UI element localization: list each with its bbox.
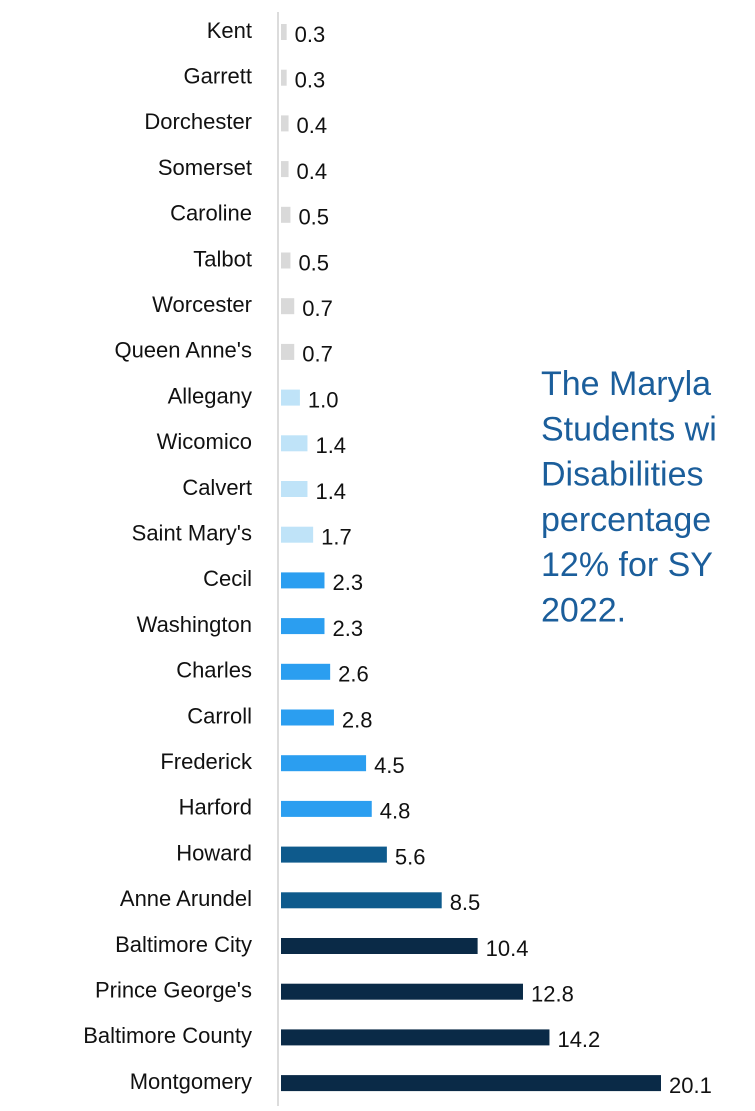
value-label: 12.8	[531, 982, 574, 1007]
bar	[281, 115, 289, 132]
bar	[281, 572, 325, 589]
bar	[281, 846, 387, 863]
value-label: 0.5	[298, 205, 329, 230]
category-label: Garrett	[184, 64, 252, 89]
value-label: 14.2	[557, 1027, 600, 1052]
annotation: percentage	[541, 501, 711, 539]
category-label: Harford	[179, 795, 252, 820]
category-label: Frederick	[160, 749, 253, 774]
bar	[281, 298, 295, 315]
bar	[281, 938, 478, 954]
category-label: Wicomico	[157, 429, 252, 454]
bar	[281, 343, 295, 360]
category-label: Kent	[207, 18, 252, 43]
value-label: 10.4	[486, 936, 529, 961]
value-label: 1.7	[321, 525, 352, 550]
category-label: Washington	[137, 612, 252, 637]
category-label: Carroll	[187, 703, 252, 728]
category-label: Baltimore County	[83, 1023, 252, 1048]
category-label: Saint Mary's	[132, 521, 252, 546]
value-label: 2.6	[338, 662, 369, 687]
value-label: 2.3	[332, 570, 363, 595]
bar	[281, 755, 367, 772]
bar	[281, 252, 291, 269]
category-label: Queen Anne's	[114, 338, 252, 363]
category-label: Dorchester	[144, 109, 252, 134]
category-label: Charles	[176, 658, 252, 683]
bar	[281, 983, 523, 1000]
value-label: 5.6	[395, 844, 426, 869]
bar	[281, 389, 300, 406]
bar	[281, 892, 442, 909]
category-label: Allegany	[168, 383, 252, 408]
annotation: Disabilities	[541, 456, 704, 494]
bar	[281, 800, 372, 817]
category-label: Somerset	[158, 155, 252, 180]
bar	[281, 161, 289, 178]
value-label: 0.3	[295, 68, 326, 93]
value-label: 1.4	[315, 433, 346, 458]
bar	[281, 709, 334, 726]
bar	[281, 1075, 661, 1092]
value-label: 0.4	[297, 159, 328, 184]
bar	[281, 663, 331, 680]
bar	[281, 526, 314, 543]
category-label: Calvert	[182, 475, 252, 500]
bar	[281, 206, 291, 223]
category-label: Prince George's	[95, 978, 252, 1003]
bar	[281, 481, 308, 497]
category-label: Howard	[176, 840, 252, 865]
value-label: 4.8	[380, 799, 411, 824]
category-label: Baltimore City	[115, 932, 252, 957]
value-label: 20.1	[669, 1073, 712, 1098]
value-label: 0.7	[302, 296, 333, 321]
bar	[281, 435, 308, 452]
value-label: 2.3	[332, 616, 363, 641]
value-label: 0.5	[298, 250, 329, 275]
value-label: 8.5	[450, 890, 481, 915]
bar	[281, 24, 287, 40]
value-label: 0.7	[302, 342, 333, 367]
category-label: Cecil	[203, 566, 252, 591]
category-label: Talbot	[193, 246, 252, 271]
bar	[281, 1029, 550, 1046]
annotation: Students wi	[541, 410, 717, 448]
value-label: 1.0	[308, 387, 339, 412]
value-label: 0.3	[295, 22, 326, 47]
category-label: Anne Arundel	[120, 886, 252, 911]
bar	[281, 618, 325, 635]
category-label: Caroline	[170, 201, 252, 226]
category-label: Montgomery	[130, 1069, 252, 1094]
annotation: The Maryla	[541, 365, 711, 403]
value-label: 1.4	[315, 479, 346, 504]
bar	[281, 69, 287, 86]
annotation: 2022.	[541, 591, 626, 629]
value-label: 2.8	[342, 707, 373, 732]
value-label: 4.5	[374, 753, 405, 778]
value-label: 0.4	[297, 113, 328, 138]
annotation: 12% for SY	[541, 546, 713, 584]
category-label: Worcester	[152, 292, 252, 317]
